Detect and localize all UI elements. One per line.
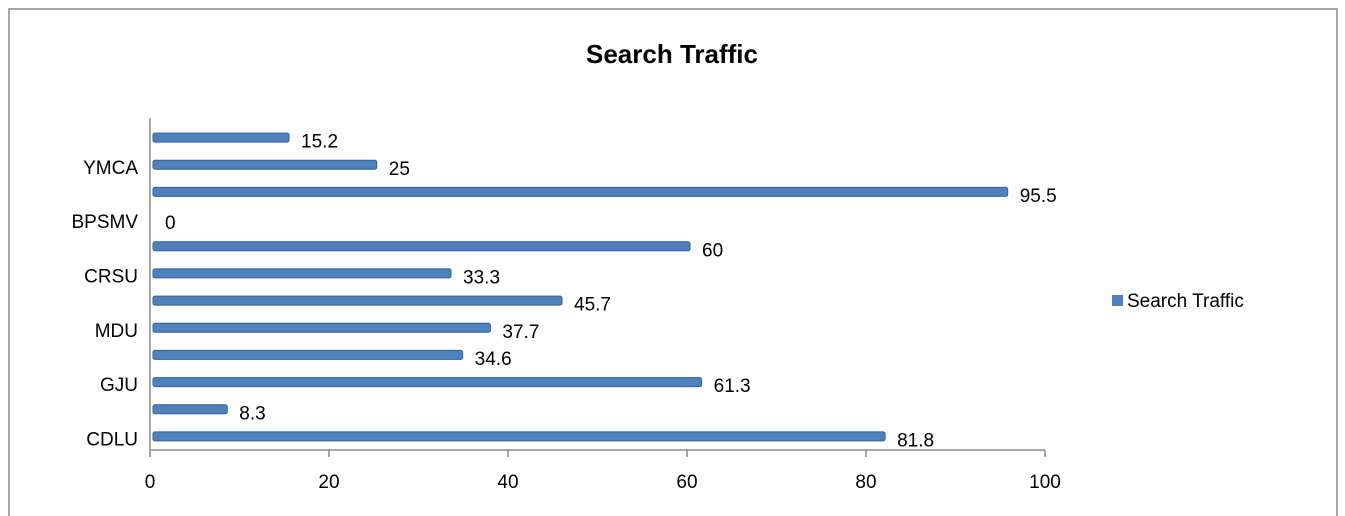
- data-label: 61.3: [714, 376, 751, 397]
- legend-label: Search Traffic: [1127, 291, 1244, 312]
- y-tick-label: CRSU: [84, 266, 138, 287]
- x-tick-label: 40: [497, 472, 518, 493]
- bar: [152, 159, 378, 170]
- bar: [152, 349, 464, 360]
- data-label: 8.3: [239, 403, 265, 424]
- x-tick-label: 80: [855, 472, 876, 493]
- y-tick-label: BPSMV: [71, 212, 138, 233]
- bar: [152, 268, 452, 279]
- legend-swatch: [1112, 295, 1123, 306]
- bar: [152, 241, 691, 252]
- bar: [152, 377, 703, 388]
- data-label: 60: [702, 240, 723, 261]
- data-label: 34.6: [475, 349, 512, 370]
- data-label: 15.2: [301, 132, 338, 153]
- y-tick-label: GJU: [100, 375, 138, 396]
- x-tick-label: 60: [676, 472, 697, 493]
- data-label: 25: [389, 159, 410, 180]
- y-tick-label: MDU: [95, 321, 138, 342]
- bar: [152, 322, 491, 333]
- bar: [152, 186, 1009, 197]
- x-tick-label: 20: [318, 472, 339, 493]
- data-label: 0: [165, 213, 176, 234]
- y-tick-label: YMCA: [83, 158, 138, 179]
- data-label: 45.7: [574, 295, 611, 316]
- y-tick-label: CDLU: [86, 429, 138, 450]
- x-tick-label: 100: [1029, 472, 1061, 493]
- data-label: 33.3: [463, 267, 500, 288]
- bar: [152, 295, 563, 306]
- data-label: 37.7: [502, 322, 539, 343]
- chart-title: Search Traffic: [586, 39, 758, 69]
- chart-border: [8, 8, 1338, 516]
- data-label: 95.5: [1020, 186, 1057, 207]
- x-tick-label: 0: [145, 472, 156, 493]
- bar: [152, 404, 228, 415]
- bar: [152, 431, 886, 442]
- data-label: 81.8: [897, 430, 934, 451]
- bar: [152, 132, 290, 143]
